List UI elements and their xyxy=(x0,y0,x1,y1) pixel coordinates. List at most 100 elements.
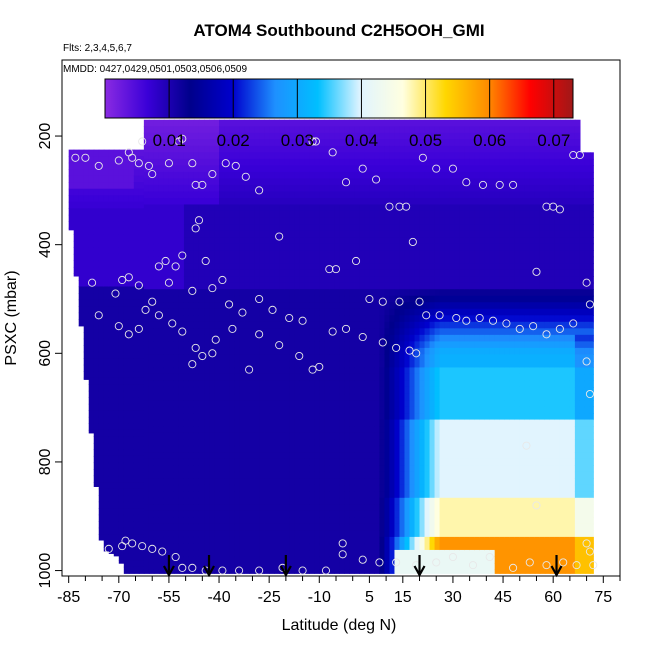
curtain-cell xyxy=(354,341,360,349)
curtain-cell xyxy=(379,347,386,355)
curtain-cell xyxy=(193,419,200,427)
curtain-cell xyxy=(384,400,391,408)
curtain-cell xyxy=(118,462,125,470)
curtain-cell xyxy=(88,306,95,314)
curtain-cell xyxy=(118,293,125,301)
curtain-cell xyxy=(163,549,170,558)
curtain-cell xyxy=(354,360,360,369)
curtain-cell xyxy=(123,384,130,392)
curtain-cell xyxy=(274,458,280,466)
curtain-cell xyxy=(153,530,160,538)
curtain-cell xyxy=(354,393,360,401)
curtain-cell xyxy=(439,217,446,225)
curtain-cell xyxy=(409,406,416,414)
curtain-cell xyxy=(259,373,265,382)
curtain-cell xyxy=(339,237,345,245)
curtain-cell xyxy=(439,484,446,492)
curtain-cell xyxy=(274,171,280,180)
curtain-cell xyxy=(244,158,250,166)
curtain-cell xyxy=(168,315,175,323)
curtain-cell xyxy=(399,517,406,525)
curtain-cell xyxy=(399,478,406,486)
curtain-cell xyxy=(409,549,416,558)
curtain-cell xyxy=(369,445,376,453)
curtain-cell xyxy=(148,204,155,212)
curtain-cell xyxy=(324,426,330,434)
curtain-cell xyxy=(349,282,355,290)
curtain-cell xyxy=(304,510,310,518)
curtain-cell xyxy=(98,266,105,275)
curtain-cell xyxy=(234,484,240,492)
curtain-cell xyxy=(118,358,125,366)
curtain-cell xyxy=(404,432,411,440)
curtain-cell xyxy=(409,386,416,395)
curtain-cell xyxy=(444,282,451,290)
curtain-cell xyxy=(244,276,250,284)
curtain-cell xyxy=(163,224,170,232)
curtain-cell xyxy=(234,276,240,284)
curtain-cell xyxy=(244,484,250,492)
curtain-cell xyxy=(98,208,105,216)
curtain-cell xyxy=(133,306,140,314)
curtain-cell xyxy=(148,282,155,290)
curtain-cell xyxy=(198,321,205,329)
curtain-cell xyxy=(163,543,170,551)
curtain-cell xyxy=(274,432,280,440)
curtain-cell xyxy=(229,504,235,512)
curtain-cell xyxy=(284,347,290,355)
curtain-cell xyxy=(414,549,421,558)
curtain-cell xyxy=(103,482,110,490)
curtain-cell xyxy=(329,119,335,127)
curtain-cell xyxy=(279,504,285,512)
curtain-cell xyxy=(198,458,205,466)
curtain-cell xyxy=(319,413,325,421)
curtain-cell xyxy=(168,543,175,551)
curtain-cell xyxy=(414,165,421,173)
curtain-cell xyxy=(339,158,345,166)
curtain-cell xyxy=(429,373,436,382)
curtain-cell xyxy=(214,145,220,153)
curtain-cell xyxy=(319,321,325,329)
curtain-cell xyxy=(419,367,426,375)
curtain-cell xyxy=(249,465,255,473)
curtain-cell xyxy=(158,217,165,225)
curtain-cell xyxy=(128,149,135,157)
curtain-cell xyxy=(294,250,300,258)
curtain-cell xyxy=(153,497,160,505)
curtain-cell xyxy=(414,432,421,440)
curtain-cell xyxy=(234,152,240,160)
curtain-cell xyxy=(153,152,160,160)
curtain-cell xyxy=(163,204,170,212)
curtain-cell xyxy=(244,517,250,525)
curtain-cell xyxy=(123,182,130,190)
curtain-cell xyxy=(244,543,250,551)
curtain-cell xyxy=(364,145,371,153)
curtain-cell xyxy=(389,400,396,408)
curtain-cell xyxy=(294,354,300,362)
curtain-cell xyxy=(434,295,441,303)
curtain-cell xyxy=(158,178,165,186)
curtain-cell xyxy=(234,184,240,193)
curtain-cell xyxy=(344,197,350,206)
curtain-cell xyxy=(163,308,170,316)
curtain-cell xyxy=(88,273,95,281)
curtain-cell xyxy=(344,191,350,199)
curtain-cell xyxy=(409,536,416,545)
curtain-cell xyxy=(399,432,406,440)
curtain-cell xyxy=(279,295,285,303)
curtain-cell xyxy=(118,286,125,294)
curtain-cell xyxy=(259,517,265,525)
curtain-cell xyxy=(224,126,230,134)
curtain-cell xyxy=(299,426,305,434)
curtain-cell xyxy=(304,139,310,147)
curtain-cell xyxy=(98,429,105,438)
curtain-cell xyxy=(434,504,441,512)
curtain-cell xyxy=(209,178,215,186)
curtain-cell xyxy=(214,562,220,571)
curtain-cell xyxy=(123,534,130,542)
curtain-cell xyxy=(158,347,165,355)
curtain-cell xyxy=(244,197,250,206)
curtain-cell xyxy=(183,536,190,545)
curtain-cell xyxy=(394,556,401,564)
curtain-cell xyxy=(334,360,340,369)
